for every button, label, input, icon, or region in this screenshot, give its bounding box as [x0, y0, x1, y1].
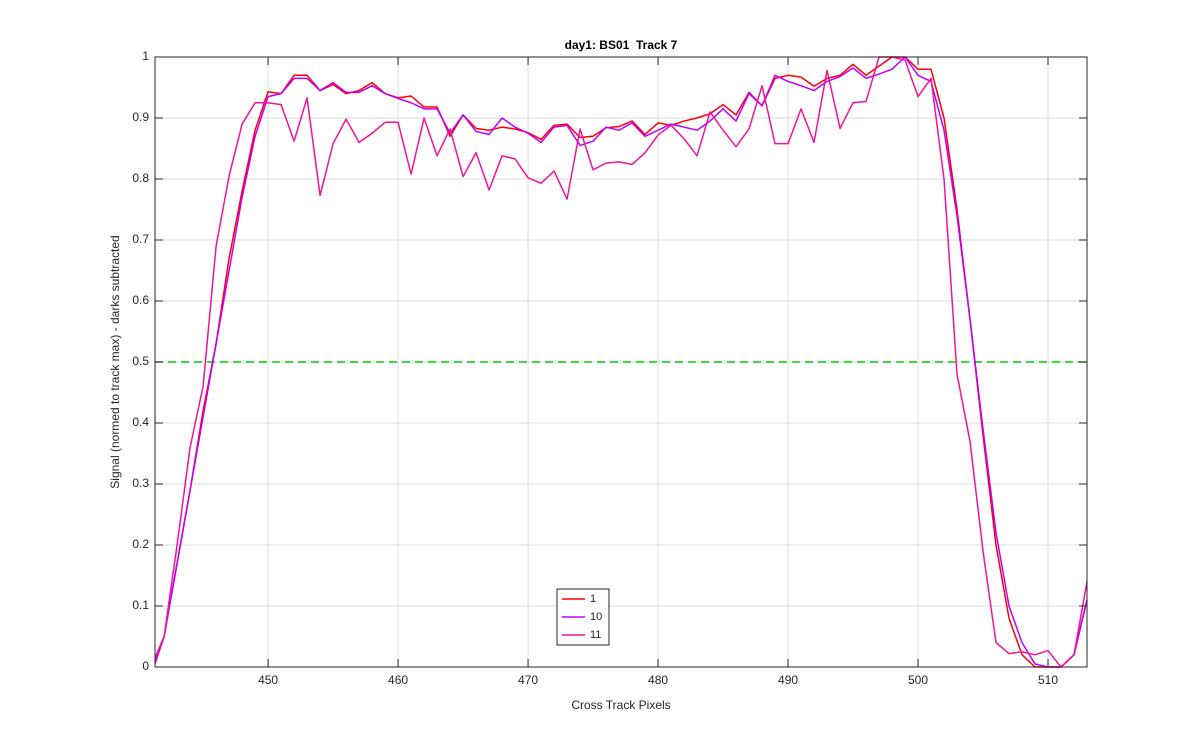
y-tick-label: 0 — [142, 659, 149, 673]
y-tick-label: 0.2 — [132, 537, 149, 551]
chart-title: day1: BS01 Track 7 — [565, 38, 678, 52]
ticks: 450 460 470 480 490 500 510 0 0.1 0.2 0.3 0.4 0.5 0.6… — [132, 49, 1087, 687]
x-tick-label: 460 — [388, 673, 408, 687]
legend-label: 1 — [590, 593, 596, 605]
series-line — [154, 56, 1088, 668]
y-tick-label: 1 — [142, 49, 149, 63]
y-tick-label: 0.6 — [132, 293, 149, 307]
y-tick-label: 0.8 — [132, 171, 149, 185]
y-tick-label: 0.5 — [132, 354, 149, 368]
legend: 1 10 11 — [556, 588, 610, 646]
x-tick-label: 480 — [648, 673, 668, 687]
x-tick-label: 470 — [518, 673, 538, 687]
y-tick-label: 0.9 — [132, 110, 149, 124]
y-tick-label: 0.7 — [132, 232, 149, 246]
lines — [154, 56, 1088, 668]
x-tick-label: 510 — [1038, 673, 1058, 687]
y-axis-label: Signal (normed to track max) - darks sub… — [108, 235, 122, 488]
legend-label: 11 — [590, 629, 601, 641]
y-tick-label: 0.1 — [132, 598, 149, 612]
y-tick-label: 0.4 — [132, 415, 149, 429]
x-axis-label: Cross Track Pixels — [571, 698, 670, 712]
x-tick-label: 450 — [258, 673, 278, 687]
x-tick-label: 490 — [778, 673, 798, 687]
series-line — [154, 56, 1088, 668]
x-tick-label: 500 — [908, 673, 928, 687]
legend-label: 10 — [590, 611, 602, 623]
y-tick-label: 0.3 — [132, 476, 149, 490]
